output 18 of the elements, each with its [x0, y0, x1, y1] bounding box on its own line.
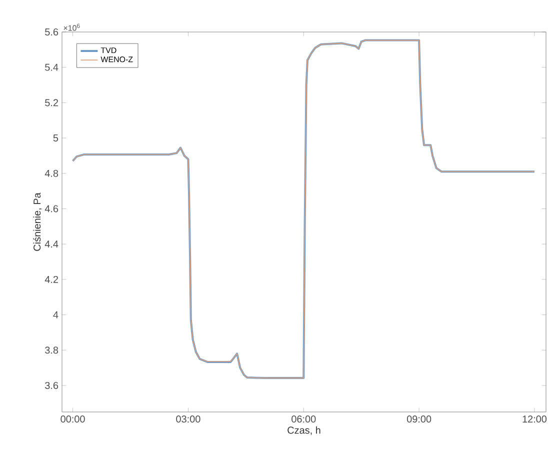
- x-tick-label: 06:00: [292, 416, 316, 423]
- y-axis-title: Ciśnienie, Pa: [33, 192, 42, 251]
- y-tick-label: 4.2: [44, 276, 58, 283]
- y-tick-label: 5: [53, 134, 58, 142]
- x-tick-label: 03:00: [176, 416, 200, 423]
- x-tick-label: 12:00: [522, 416, 547, 423]
- y-tick-label: 3.8: [45, 346, 58, 354]
- y-tick-label: 4.4: [44, 240, 58, 248]
- x-tick-label: 00:00: [60, 416, 85, 423]
- y-tick-label: 4: [53, 311, 58, 318]
- x-tick-label: 09:00: [406, 416, 432, 423]
- x-axis-title: Czas, h: [288, 426, 320, 435]
- y-tick-label: 3.6: [45, 382, 58, 389]
- y-tick-label: 5.6: [45, 28, 58, 36]
- y-tick-label: 5.2: [45, 99, 58, 106]
- y-tick-label: 5.4: [45, 64, 58, 71]
- y-tick-label: 4.8: [44, 170, 58, 177]
- y-tick-label: 4.6: [44, 205, 58, 212]
